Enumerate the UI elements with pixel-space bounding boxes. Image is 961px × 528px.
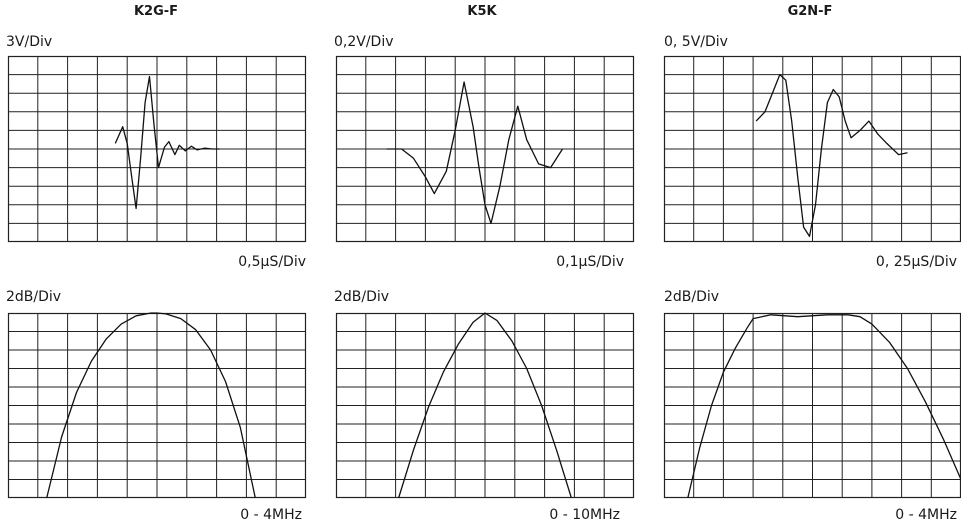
- plot-k2g-f-time: [7, 55, 307, 243]
- signal-trace: [397, 312, 573, 499]
- vdiv-label-k5k-time: 0,2V/Div: [334, 34, 394, 50]
- vdiv-label-k2g-f-time: 3V/Div: [6, 34, 53, 50]
- signal-trace: [687, 314, 961, 499]
- plot-k2g-f-freq: [7, 312, 307, 499]
- vdiv-label-g2n-f-time: 0, 5V/Div: [664, 34, 728, 50]
- panel-title-g2n-f: G2N-F: [787, 4, 833, 19]
- grid: [8, 313, 306, 498]
- hdiv-label-k2g-f-time: 0,5µS/Div: [238, 254, 306, 270]
- plot-g2n-f-freq: [663, 312, 961, 499]
- grid: [336, 313, 634, 498]
- hdiv-label-k5k-time: 0,1µS/Div: [556, 254, 624, 270]
- signal-trace: [46, 312, 256, 499]
- plot-g2n-f-time: [663, 55, 961, 243]
- plot-k5k-time: [335, 55, 635, 243]
- vdiv-label-k5k-freq: 2dB/Div: [334, 289, 390, 305]
- grid: [664, 56, 961, 242]
- hdiv-label-g2n-f-time: 0, 25µS/Div: [875, 254, 957, 270]
- plot-frame: [335, 55, 635, 243]
- panel-title-k2g-f: K2G-F: [133, 4, 179, 19]
- grid: [336, 56, 634, 242]
- plot-frame: [7, 55, 307, 243]
- vdiv-label-g2n-f-freq: 2dB/Div: [664, 289, 720, 305]
- grid: [664, 313, 961, 498]
- plot-k5k-freq: [335, 312, 635, 499]
- signal-trace: [386, 81, 564, 225]
- vdiv-label-k2g-f-freq: 2dB/Div: [6, 289, 62, 305]
- panel-title-k5k: K5K: [467, 4, 497, 19]
- range-label-g2n-f-freq: 0 - 4MHz: [895, 507, 957, 523]
- range-label-k5k-freq: 0 - 10MHz: [549, 507, 620, 523]
- range-label-k2g-f-freq: 0 - 4MHz: [240, 507, 302, 523]
- signal-trace: [755, 73, 908, 238]
- signal-trace: [114, 75, 220, 210]
